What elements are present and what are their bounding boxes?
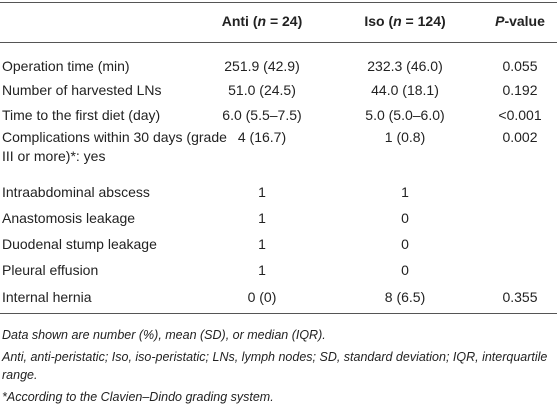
column-header: Anti (n = 24) (192, 12, 332, 31)
cell-value: 4 (16.7) (237, 129, 287, 145)
cell-value: 1 (258, 262, 266, 278)
cell-value: 5.0 (5.0–6.0) (365, 107, 445, 123)
cell-value: 8 (6.5) (384, 289, 426, 305)
footnote: *According to the Clavien–Dindo grading … (2, 390, 274, 404)
header-text: -value (504, 13, 545, 29)
cell-value: 0 (0) (247, 289, 277, 305)
cell-value: <0.001 (498, 107, 542, 123)
cell-value: 6.0 (5.5–7.5) (222, 107, 302, 123)
row-label: Duodenal stump leakage (2, 236, 157, 252)
header-text: Anti ( (221, 13, 258, 29)
row-label: Number of harvested LNs (2, 82, 162, 98)
cell-value: 1 (258, 236, 266, 252)
header-text: P (495, 13, 505, 29)
row-label: Pleural effusion (2, 262, 99, 278)
column-header: Iso (n = 124) (335, 12, 475, 31)
header-text: n (393, 13, 402, 29)
cell-value: 232.3 (46.0) (367, 58, 443, 74)
header-text: Iso ( (364, 13, 394, 29)
cell-value: 51.0 (24.5) (228, 82, 296, 98)
cell-value: 251.9 (42.9) (224, 58, 300, 74)
cell-value: 0 (401, 262, 409, 278)
row-label: Operation time (min) (2, 58, 130, 74)
row-label: Intraabdominal abscess (2, 184, 150, 200)
header-text: n (257, 13, 267, 29)
bottom-rule (0, 313, 557, 314)
row-label: Time to the first diet (day) (2, 107, 161, 123)
top-rule (0, 2, 557, 3)
footnote: Data shown are number (%), mean (SD), or… (2, 328, 326, 342)
cell-value: 1 (401, 184, 409, 200)
row-label: Internal hernia (2, 289, 92, 305)
cell-value: 1 (258, 184, 266, 200)
header-text: = 124) (401, 13, 446, 29)
row-label: Complications within 30 days (grade III … (2, 129, 227, 164)
cell-value: 0.355 (502, 289, 538, 305)
cell-value: 0 (401, 236, 409, 252)
footnote: Anti, anti-peristatic; Iso, iso-peristat… (2, 350, 548, 382)
cell-value: 44.0 (18.1) (371, 82, 439, 98)
cell-value: 0.192 (502, 82, 538, 98)
column-header: P-value (450, 12, 557, 31)
cell-value: 0 (401, 210, 409, 226)
cell-value: 1 (258, 210, 266, 226)
cell-value: 0.002 (502, 129, 538, 145)
row-label: Anastomosis leakage (2, 210, 136, 226)
header-rule (0, 42, 557, 43)
header-text: = 24) (266, 13, 303, 29)
cell-value: 0.055 (502, 58, 538, 74)
cell-value: 1 (0.8) (384, 129, 426, 145)
